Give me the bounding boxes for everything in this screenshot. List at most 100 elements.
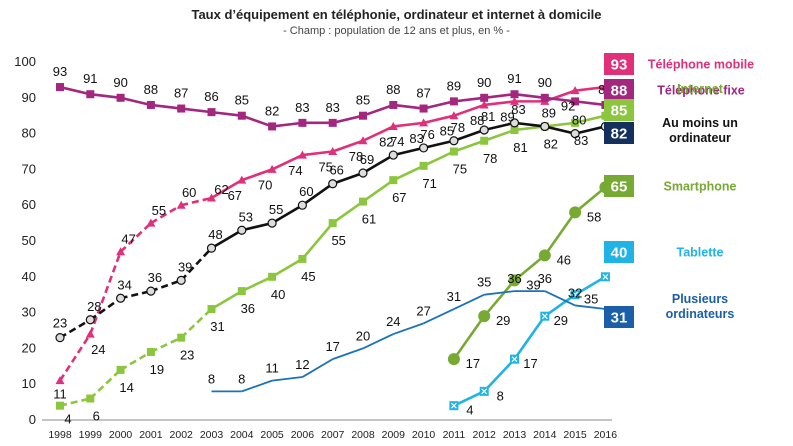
data-label: 46 (557, 252, 571, 267)
x-tick-label: 2015 (563, 429, 587, 441)
series-line-segment (59, 318, 91, 339)
data-point-marker (328, 147, 338, 155)
series-line-segment (211, 110, 242, 117)
data-label: 78 (451, 120, 465, 135)
data-label: 8 (208, 371, 215, 386)
data-label: 45 (301, 269, 315, 284)
data-label: 8 (238, 371, 245, 386)
data-point-marker (115, 293, 126, 303)
data-label: 85 (356, 93, 370, 108)
series-line-segment (271, 204, 304, 225)
series-line-segment (362, 179, 395, 203)
series-line-segment (271, 257, 304, 278)
legend-label: Téléphone fixe (657, 84, 745, 98)
data-label: 86 (204, 89, 218, 104)
data-label: 39 (526, 277, 540, 292)
data-label: 8 (497, 388, 504, 403)
series-line-segment (483, 128, 515, 142)
series-line-segment (544, 125, 576, 135)
data-point-marker (328, 219, 337, 228)
data-label: 67 (228, 188, 242, 203)
series-line-segment (453, 103, 485, 117)
data-label: 20 (356, 328, 370, 343)
data-point-marker (177, 104, 186, 113)
series-line-segment (181, 107, 212, 114)
series-line-segment (59, 85, 91, 96)
series-line-segment (58, 333, 92, 382)
x-tick-label: 2000 (109, 429, 133, 441)
data-point-marker (571, 97, 580, 106)
data-point-marker (450, 402, 457, 409)
x-tick-label: 2003 (200, 429, 224, 441)
data-label: 81 (513, 140, 527, 155)
series-line-segment (362, 333, 394, 350)
data-point-marker (511, 356, 518, 363)
series-line-segment (150, 336, 182, 354)
series-line-segment (484, 290, 515, 296)
x-tick-label: 2014 (533, 429, 557, 441)
data-label: 11 (53, 387, 67, 402)
chart-title: Taux d’équipement en téléphonie, ordinat… (191, 7, 602, 22)
legend-value-box (604, 79, 634, 101)
x-tick-label: 2010 (412, 429, 436, 441)
data-label: 36 (241, 301, 255, 316)
data-point-marker (177, 333, 186, 342)
data-label: 35 (477, 275, 491, 290)
series-line-segment (393, 146, 424, 157)
data-point-marker (328, 118, 337, 127)
data-label: 83 (325, 100, 339, 115)
data-label: 93 (53, 64, 67, 79)
data-point-marker (447, 353, 460, 366)
data-point-marker (510, 126, 519, 135)
series-line-segment (514, 92, 545, 100)
legend-value: 82 (611, 126, 628, 143)
data-label: 88 (386, 82, 400, 97)
data-label: 85 (440, 124, 454, 139)
data-label: 48 (208, 227, 222, 242)
legend-value: 88 (611, 83, 628, 100)
data-label: 91 (507, 71, 521, 86)
data-label: 76 (420, 127, 434, 142)
legend-value-box (604, 175, 634, 197)
data-label: 28 (87, 299, 101, 314)
data-label: 90 (477, 75, 491, 90)
data-point-marker (359, 197, 367, 206)
series-line-segment (484, 92, 515, 100)
y-tick-label: 100 (14, 54, 36, 69)
legend-value-box (604, 306, 634, 328)
legend-label: Internet (677, 82, 724, 96)
data-label: 35 (584, 292, 598, 307)
series-line-segment (332, 347, 364, 360)
data-point-marker (86, 394, 95, 403)
data-point-marker (267, 164, 277, 173)
series-line-segment (392, 164, 425, 182)
series-line-segment (119, 350, 152, 371)
data-label: 36 (507, 271, 521, 286)
data-label: 75 (318, 160, 332, 175)
series-line-segment (332, 114, 364, 125)
data-label: 89 (447, 78, 461, 93)
series-line-segment (301, 182, 334, 207)
data-point-marker (540, 93, 549, 102)
series-line-segment (453, 293, 485, 310)
x-tick-label: 2008 (351, 429, 375, 441)
series-line-segment (332, 139, 364, 153)
legend-value: 85 (611, 103, 628, 120)
series-line-segment (119, 222, 152, 253)
series-line-segment (544, 290, 576, 307)
data-point-marker (572, 291, 579, 298)
legend-value-box (604, 53, 634, 75)
data-point-marker (479, 125, 489, 135)
data-label: 34 (117, 277, 131, 292)
data-label: 60 (182, 185, 196, 200)
data-label: 17 (325, 339, 339, 354)
legend-value-box (604, 122, 634, 144)
data-point-marker (85, 315, 95, 325)
data-label: 88 (144, 82, 158, 97)
data-point-marker (86, 90, 95, 99)
data-point-marker (508, 274, 521, 287)
legend-value: 65 (611, 179, 628, 196)
x-tick-label: 1998 (48, 429, 72, 441)
series-line-segment (544, 96, 576, 103)
